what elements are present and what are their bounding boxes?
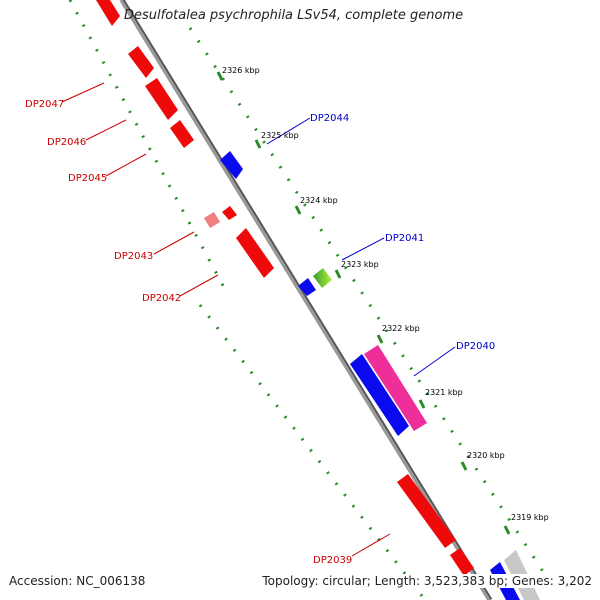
scale-tick-label-2324: 2324 kbp [300,196,338,205]
dp2040-leader-line [413,346,456,377]
scale-tick-label-2322: 2322 kbp [382,324,420,333]
scale-tick-mark [216,71,224,81]
scale-tick-mark [503,525,511,535]
map-title: Desulfotalea psychrophila LSv54, complet… [124,8,464,23]
gene-label-dp2042[interactable]: DP2042 [142,293,181,304]
gene-feature-dp2041-b[interactable] [313,268,332,288]
gene-feature-dp2044[interactable] [220,151,243,179]
gene-feature-reverse[interactable] [96,0,120,26]
accession-text: Accession: NC_006138 [9,574,146,588]
dp2045-leader-line [105,153,147,177]
genome-summary-text: Topology: circular; Length: 3,523,383 bp… [262,574,592,588]
outer-forward-tick-row [188,27,557,591]
gene-feature-reverse-lower[interactable] [450,548,474,576]
gene-label-dp2044[interactable]: DP2044 [310,113,349,124]
gene-feature-dp2043-b[interactable] [222,206,237,220]
gene-feature-forward-blue[interactable] [350,354,409,436]
dp2041-leader-line [341,237,385,261]
dp2046-leader-line [85,119,127,141]
scale-tick-label-2326: 2326 kbp [222,66,260,75]
outer-reverse-tick-row-lower [198,304,427,600]
gene-label-dp2045[interactable]: DP2045 [68,173,107,184]
dp2044-leader-line [266,117,311,145]
scale-tick-label-2321: 2321 kbp [425,388,463,397]
scale-tick-label-2323: 2323 kbp [341,260,379,269]
gene-feature-dp2045[interactable] [170,120,194,148]
gene-feature-dp2042[interactable] [236,228,274,278]
scale-tick-mark [376,334,384,344]
dp2047-leader-line [61,82,105,103]
gene-feature-dp2041-a[interactable] [298,278,316,296]
dp2043-leader-line [153,231,195,255]
gene-label-dp2041[interactable]: DP2041 [385,233,424,244]
gene-label-dp2047[interactable]: DP2047 [25,99,64,110]
scale-tick-mark [460,461,468,471]
gene-feature-dp2040[interactable] [364,345,427,431]
scale-tick-label-2319: 2319 kbp [511,513,549,522]
genome-backbone [119,0,491,600]
scale-tick-mark [254,139,262,149]
gene-feature-dp2047[interactable] [128,46,154,78]
scale-tick-mark [418,399,426,409]
scale-tick-label-2320: 2320 kbp [467,451,505,460]
gene-label-dp2040[interactable]: DP2040 [456,341,495,352]
scale-tick-label-2325: 2325 kbp [261,131,299,140]
gene-feature-dp2043-a[interactable] [204,212,220,228]
gene-feature-dp2046[interactable] [145,78,178,120]
scale-tick-mark [294,205,302,215]
gene-feature-dp2039[interactable] [397,474,456,548]
dp2039-leader-line [351,533,391,557]
dp2042-leader-line [179,274,219,297]
gene-label-dp2043[interactable]: DP2043 [114,251,153,262]
gene-label-dp2039[interactable]: DP2039 [313,555,352,566]
scale-tick-mark [334,269,342,279]
gene-label-dp2046[interactable]: DP2046 [47,137,86,148]
